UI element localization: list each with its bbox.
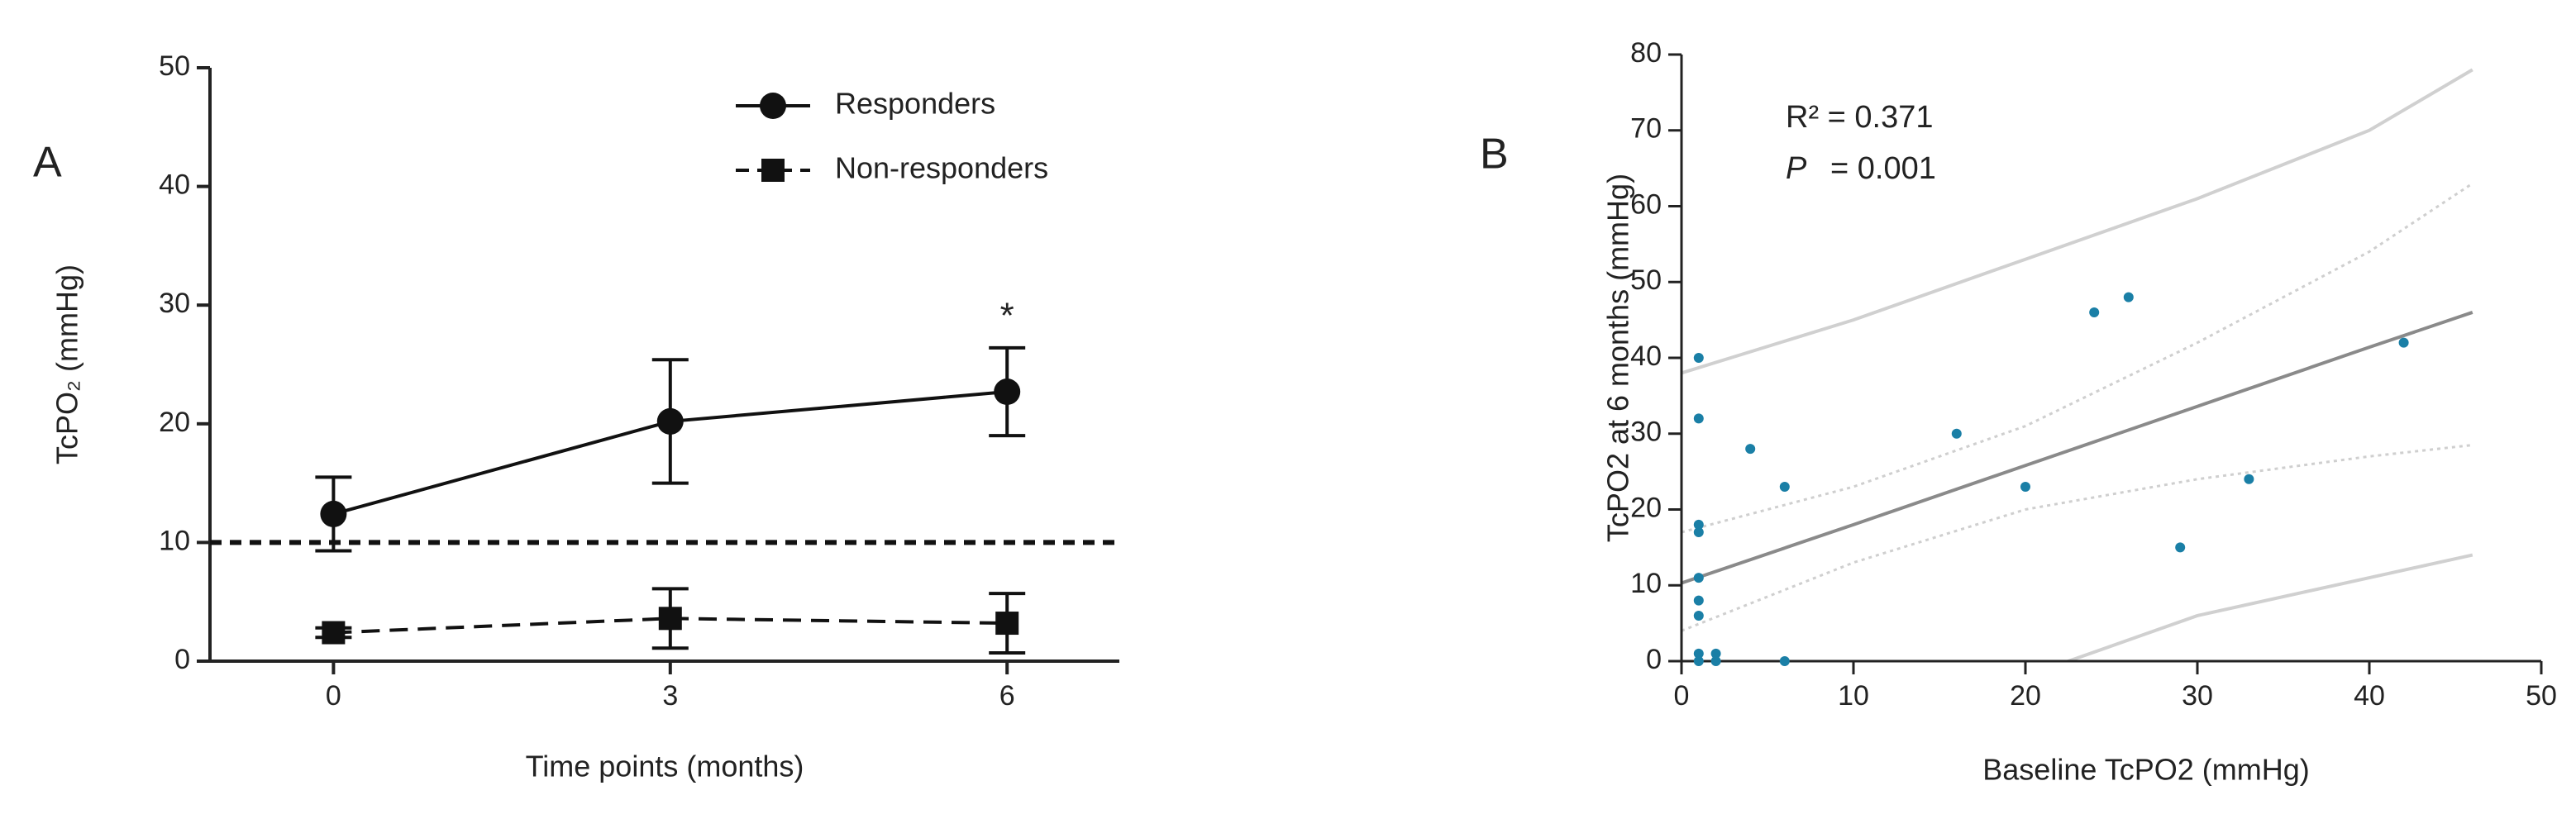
point — [1693, 656, 1704, 666]
x-tick-label: 40 — [2354, 680, 2385, 712]
point — [2089, 307, 2100, 317]
point — [1951, 428, 1962, 439]
confidence-band — [1682, 182, 2473, 534]
x-tick-label: 6 — [999, 680, 1015, 712]
marker — [322, 621, 346, 645]
point — [2398, 337, 2409, 348]
point — [1693, 353, 1704, 363]
point — [1693, 610, 1704, 621]
point — [1693, 519, 1704, 530]
x-tick-label: 3 — [662, 680, 678, 712]
x-tick-label: 20 — [2010, 680, 2041, 712]
point — [1745, 444, 1756, 455]
point — [1693, 648, 1704, 659]
p-value: = 0.001 — [1830, 151, 1936, 186]
point — [2020, 481, 2030, 492]
panel-label: A — [33, 139, 62, 187]
legend-marker — [761, 159, 785, 182]
point — [1710, 648, 1721, 659]
point — [2244, 474, 2254, 484]
r-squared: R² = 0.371 — [1786, 100, 1934, 135]
y-tick-label: 80 — [1630, 37, 1662, 69]
point — [1693, 413, 1704, 424]
y-tick-label: 30 — [1630, 417, 1662, 448]
x-tick-label: 0 — [326, 680, 341, 712]
y-tick-label: 50 — [1630, 264, 1662, 296]
y-tick-label: 30 — [159, 288, 190, 319]
y-axis-label: TcPO2 at 6 months (mmHg) — [1601, 174, 1635, 542]
marker — [994, 379, 1021, 406]
marker — [656, 407, 684, 435]
point — [2123, 292, 2134, 302]
y-tick-label: 0 — [1646, 644, 1662, 675]
marker — [658, 607, 682, 631]
point — [1693, 527, 1704, 538]
point — [1710, 656, 1721, 666]
marker — [995, 612, 1019, 636]
point — [2175, 542, 2186, 553]
x-tick-label: 10 — [1838, 680, 1869, 712]
significance-mark: * — [1000, 296, 1014, 336]
prediction-band — [1682, 68, 2473, 375]
y-tick-label: 20 — [159, 407, 190, 438]
y-tick-label: 40 — [1630, 340, 1662, 372]
point — [1693, 595, 1704, 606]
confidence-band — [1682, 444, 2473, 632]
point — [1693, 573, 1704, 583]
y-tick-label: 10 — [1630, 568, 1662, 599]
y-tick-label: 50 — [159, 50, 190, 82]
x-axis-label: Baseline TcPO2 (mmHg) — [1982, 753, 2309, 787]
y-tick-label: 20 — [1630, 492, 1662, 523]
y-tick-label: 60 — [1630, 188, 1662, 220]
panel-label: B — [1480, 131, 1509, 179]
x-tick-label: 30 — [2182, 680, 2213, 712]
y-tick-label: 40 — [159, 169, 190, 201]
legend-label: Responders — [835, 87, 995, 121]
plot-area — [1682, 68, 2473, 661]
y-tick-label: 70 — [1630, 113, 1662, 145]
y-tick-label: 0 — [174, 644, 190, 675]
point — [1779, 656, 1790, 666]
legend-marker — [760, 93, 786, 119]
x-tick-label: 0 — [1674, 680, 1690, 712]
prediction-band — [2063, 553, 2473, 661]
marker — [320, 500, 347, 527]
y-axis-label: TcPO₂ (mmHg) — [50, 264, 84, 464]
point — [1779, 481, 1790, 492]
x-tick-label: 50 — [2526, 680, 2557, 712]
regression-line — [1682, 311, 2473, 585]
p-label: P — [1786, 151, 1807, 186]
x-axis-label: Time points (months) — [526, 750, 804, 783]
y-tick-label: 10 — [159, 525, 190, 556]
legend-label: Non-responders — [835, 151, 1048, 185]
